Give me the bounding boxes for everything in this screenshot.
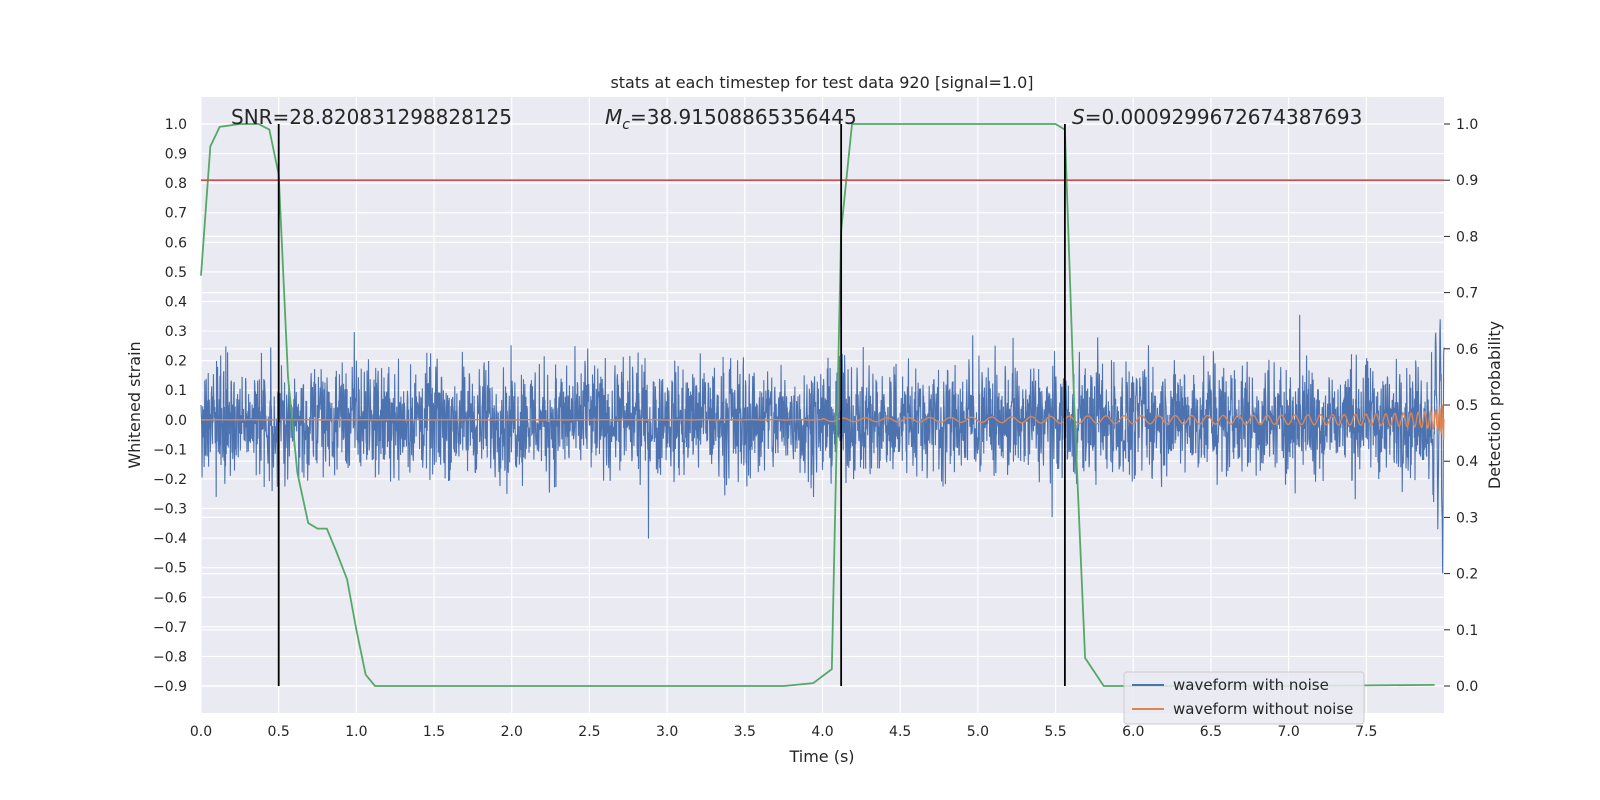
y-right-tick-label: 0.3: [1456, 510, 1478, 526]
series-waveform-with-noise: [200, 314, 1445, 574]
x-tick-label: 4.0: [811, 724, 833, 740]
chirp-mass-value: =38.91508865356445: [630, 105, 857, 129]
x-tick-label: 2.0: [501, 724, 523, 740]
y-right-tick-label: 0.9: [1456, 173, 1478, 189]
chirp-mass-symbol: M: [605, 105, 622, 129]
y-tick-label: 0.0: [165, 413, 187, 429]
y-tick-label: −0.5: [153, 561, 187, 577]
y-tick-label: 0.1: [165, 383, 187, 399]
y-axis-label: Whitened strain: [125, 341, 144, 468]
y-tick-label: 0.4: [165, 294, 187, 310]
probability-line: [200, 123, 1435, 687]
chart-title: stats at each timestep for test data 920…: [610, 73, 1033, 92]
y-tick-label: −0.9: [153, 679, 187, 695]
snr-annotation: SNR=28.820831298828125: [231, 105, 512, 129]
y-tick-label: −0.2: [153, 472, 187, 488]
x-axis-ticks: 0.0 0.5 1.0 1.5 2.0 2.5 3.0 3.5 4.0 4.5 5.0 5.5 6.0 6…: [190, 724, 1378, 740]
y-axis-ticks: 1.0 0.9 0.8 0.7 0.6 0.5 0.4 0.3 0.2 0.1 0.0 −0.1 −0.…: [153, 117, 187, 695]
legend: waveform with noise waveform without noi…: [1123, 671, 1365, 725]
noise-waveform-line: [200, 314, 1445, 574]
legend-label-clean: waveform without noise: [1173, 700, 1353, 718]
y-tick-label: 0.2: [165, 354, 187, 370]
x-tick-label: 6.5: [1200, 724, 1222, 740]
legend-box: [1123, 671, 1365, 725]
y-right-tick-label: 0.0: [1456, 679, 1478, 695]
y-right-tick-label: 0.8: [1456, 229, 1478, 245]
x-axis-label: Time (s): [788, 747, 854, 766]
y-right-tick-label: 0.7: [1456, 286, 1478, 302]
event-lines: [277, 124, 1066, 686]
y-tick-label: 0.3: [165, 324, 187, 340]
x-tick-label: 4.5: [889, 724, 911, 740]
x-tick-label: 1.0: [345, 724, 367, 740]
x-tick-label: 2.5: [578, 724, 600, 740]
y-right-tick-label: 0.5: [1456, 398, 1478, 414]
y-tick-label: 0.9: [165, 147, 187, 163]
x-tick-label: 7.5: [1355, 724, 1377, 740]
y-tick-label: 0.7: [165, 206, 187, 222]
y-tick-label: −0.4: [153, 531, 187, 547]
y-right-tick-label: 0.1: [1456, 623, 1478, 639]
x-tick-label: 5.0: [967, 724, 989, 740]
s-annotation: S=0.0009299672674387693: [1072, 105, 1362, 129]
chirp-mass-subscript: c: [622, 117, 630, 133]
y-axis-right-label: Detection probability: [1485, 321, 1504, 489]
x-tick-label: 0.0: [190, 724, 212, 740]
series-waveform-without-noise: [201, 404, 1445, 440]
y-tick-label: −0.8: [153, 649, 187, 665]
y-tick-label: −0.6: [153, 590, 187, 606]
x-tick-label: 3.5: [734, 724, 756, 740]
x-tick-label: 6.0: [1122, 724, 1144, 740]
s-symbol: S: [1072, 105, 1085, 129]
x-tick-label: 3.0: [656, 724, 678, 740]
y-tick-label: 0.5: [165, 265, 187, 281]
x-tick-label: 1.5: [423, 724, 445, 740]
legend-label-noise: waveform with noise: [1173, 676, 1329, 694]
y-right-tick-label: 1.0: [1456, 117, 1478, 133]
y-tick-label: 0.6: [165, 235, 187, 251]
y-tick-label: 1.0: [165, 117, 187, 133]
series-detection-probability: [200, 123, 1435, 687]
y-right-tick-label: 0.6: [1456, 342, 1478, 358]
y-right-tick-label: 0.2: [1456, 567, 1478, 583]
clean-waveform-line: [201, 404, 1445, 440]
x-tick-label: 0.5: [268, 724, 290, 740]
y-tick-label: −0.3: [153, 502, 187, 518]
y-axis-right-ticks: 1.0 0.9 0.8 0.7 0.6 0.5 0.4 0.3 0.2 0.1 0.0: [1444, 117, 1478, 695]
y-right-tick-label: 0.4: [1456, 454, 1478, 470]
s-value: =0.0009299672674387693: [1085, 105, 1363, 129]
x-tick-label: 7.0: [1277, 724, 1299, 740]
x-tick-label: 5.5: [1044, 724, 1066, 740]
y-tick-label: 0.8: [165, 176, 187, 192]
chirp-mass-annotation: Mc=38.91508865356445: [605, 105, 857, 133]
y-tick-label: −0.7: [153, 620, 187, 636]
y-tick-label: −0.1: [153, 442, 187, 458]
